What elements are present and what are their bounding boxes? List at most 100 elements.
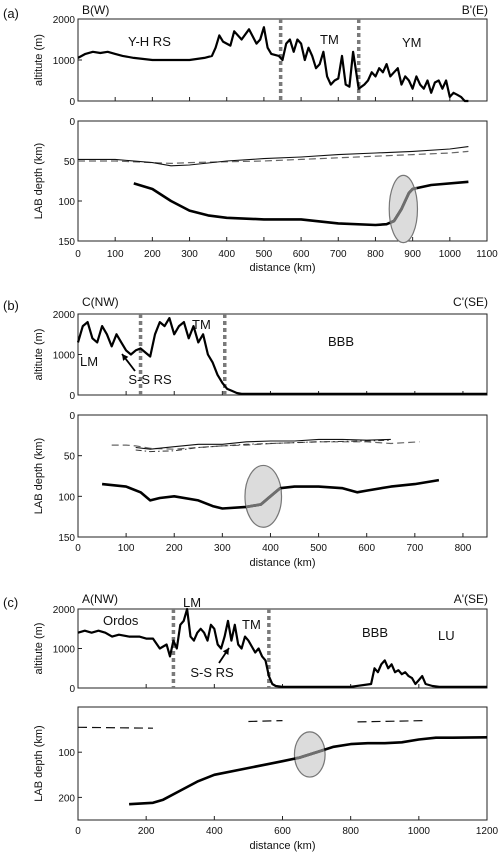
lab-main-line <box>133 180 469 227</box>
lab-xtick-label: 0 <box>75 543 81 554</box>
lab-xtick-label: 600 <box>293 249 310 260</box>
lab-xtick-label: 800 <box>342 826 359 837</box>
lab-xtick-label: 300 <box>181 249 198 260</box>
lab-ylabel: LAB depth (km) <box>33 143 45 219</box>
panel-letter: (b) <box>3 298 19 313</box>
lab-xlabel: distance (km) <box>249 262 315 274</box>
lab-dashed-segment <box>248 720 283 723</box>
profile-start-label: C(NW) <box>82 295 119 309</box>
altitude-ytick-label: 0 <box>69 97 75 108</box>
lab-axes-frame <box>77 120 488 242</box>
lab-main-line-transition <box>294 748 325 760</box>
region-label: BBB <box>328 334 354 349</box>
altitude-ytick-label: 0 <box>69 391 75 402</box>
altitude-ylabel: altitute (m) <box>33 623 45 675</box>
lab-xtick-label: 200 <box>144 249 161 260</box>
altitude-ytick-label: 1000 <box>53 645 76 656</box>
altitude-ylabel: altitute (m) <box>33 329 45 381</box>
rift-system-label: S-S RS <box>128 372 172 387</box>
lab-xtick-label: 600 <box>274 826 291 837</box>
altitude-profile-line <box>77 26 469 103</box>
lab-xtick-label: 0 <box>75 249 81 260</box>
region-label: TM <box>192 317 211 332</box>
transition-zone-ellipse <box>388 174 419 244</box>
lab-ytick-label: 100 <box>58 492 75 503</box>
profile-end-label: C'(SE) <box>453 295 488 309</box>
lab-ytick-label: 100 <box>58 748 75 759</box>
lab-xtick-label: 1200 <box>476 826 499 837</box>
lab-xtick-label: 400 <box>262 543 279 554</box>
lab-xtick-label: 400 <box>206 826 223 837</box>
altitude-profile-line <box>77 607 487 688</box>
lab-dashed-line <box>111 441 420 450</box>
lab-dashed-line <box>78 150 469 165</box>
lab-xtick-label: 200 <box>166 543 183 554</box>
altitude-ytick-label: 1000 <box>53 56 76 67</box>
lab-xtick-label: 100 <box>107 249 124 260</box>
altitude-ytick-label: 1000 <box>53 351 76 362</box>
region-label: TM <box>242 617 261 632</box>
profile-start-label: B(W) <box>82 3 109 17</box>
lab-xtick-label: 500 <box>310 543 327 554</box>
lab-xlabel: distance (km) <box>249 557 315 569</box>
lab-ytick-label: 50 <box>64 452 76 463</box>
rift-system-arrowhead <box>222 648 229 655</box>
profile-start-label: A(NW) <box>82 592 118 606</box>
lab-ytick-label: 50 <box>64 157 76 168</box>
lab-xtick-label: 700 <box>330 249 347 260</box>
altitude-axes-frame <box>77 608 488 689</box>
region-label: Y-H RS <box>128 34 171 49</box>
lab-xtick-label: 400 <box>218 249 235 260</box>
altitude-ylabel: altitute (m) <box>33 34 45 86</box>
lab-xtick-label: 500 <box>256 249 273 260</box>
lab-dashed-segment <box>357 720 426 723</box>
region-label: YM <box>402 35 422 50</box>
lab-xlabel: distance (km) <box>249 840 315 852</box>
lab-xtick-label: 1000 <box>439 249 462 260</box>
region-label: BBB <box>362 625 388 640</box>
lab-xtick-label: 900 <box>404 249 421 260</box>
lab-xtick-label: 0 <box>75 826 81 837</box>
lab-xtick-label: 800 <box>455 543 472 554</box>
panel-letter: (a) <box>3 6 19 21</box>
lab-ytick-label: 0 <box>69 117 75 128</box>
altitude-ytick-label: 0 <box>69 684 75 695</box>
lab-xtick-label: 600 <box>358 543 375 554</box>
altitude-ytick-label: 2000 <box>53 605 76 616</box>
region-label: TM <box>320 32 339 47</box>
lab-ytick-label: 0 <box>69 411 75 422</box>
altitude-profile-line <box>76 317 487 395</box>
lab-xtick-label: 100 <box>118 543 135 554</box>
transition-zone-ellipse <box>244 464 283 528</box>
rift-system-label: S-S RS <box>190 665 234 680</box>
lab-main-line-transition <box>389 186 418 225</box>
lab-ytick-label: 150 <box>58 533 75 544</box>
panel-letter: (c) <box>3 595 18 610</box>
lab-xtick-label: 700 <box>406 543 423 554</box>
lab-ylabel: LAB depth (km) <box>33 438 45 514</box>
lab-ytick-label: 100 <box>58 197 75 208</box>
lab-xtick-label: 300 <box>214 543 231 554</box>
lab-dashdot-line <box>135 439 391 453</box>
profile-end-label: A'(SE) <box>454 592 488 606</box>
region-label: Ordos <box>103 613 139 628</box>
lab-xtick-label: 1100 <box>476 249 498 260</box>
lab-xtick-label: 200 <box>138 826 155 837</box>
lab-thin-solid-line <box>78 146 469 167</box>
region-label: LM <box>80 354 98 369</box>
lab-xtick-label: 800 <box>367 249 384 260</box>
lab-xtick-label: 1000 <box>408 826 431 837</box>
altitude-ytick-label: 2000 <box>53 15 76 26</box>
altitude-ytick-label: 2000 <box>53 310 76 321</box>
lab-main-line-transition <box>245 486 282 509</box>
region-label: LM <box>183 595 201 610</box>
region-label: LU <box>438 628 455 643</box>
lab-ytick-label: 200 <box>58 793 75 804</box>
lab-ytick-label: 150 <box>58 237 75 248</box>
lab-thin-solid-line <box>135 438 391 450</box>
profile-end-label: B'(E) <box>462 3 488 17</box>
